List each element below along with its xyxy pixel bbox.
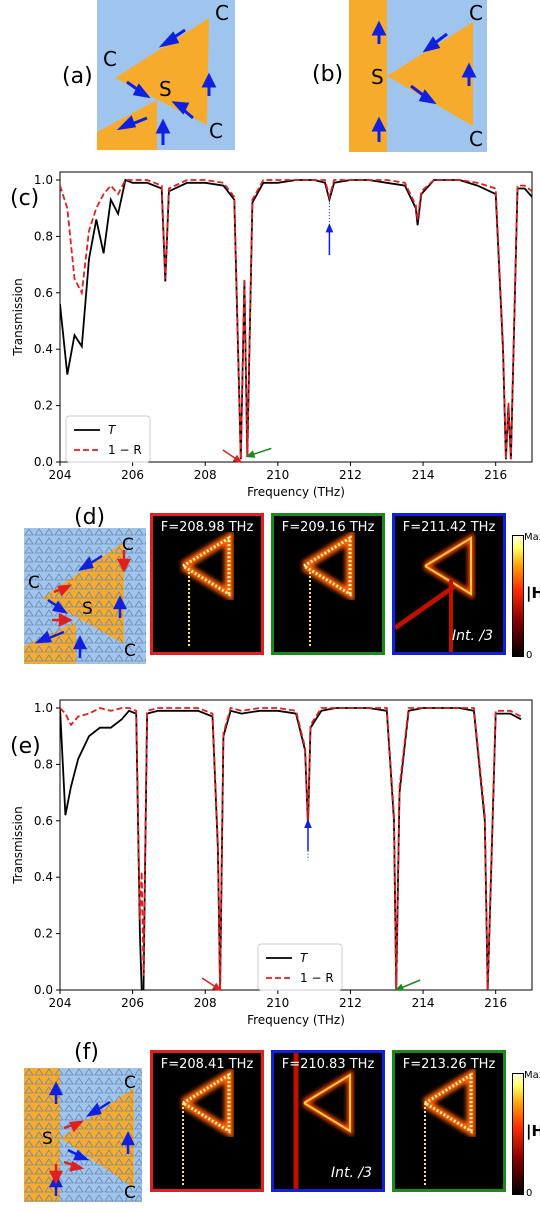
annotation-arrow (394, 979, 421, 991)
series-line-T (60, 178, 532, 460)
coupler-label-f1: C (124, 1073, 136, 1093)
y-axis-label: Transmission (11, 278, 25, 357)
y-tick-label: 0.0 (34, 455, 53, 469)
colorbar-f-quantity: |H (526, 1122, 540, 1140)
legend-label-one-minus-R: 1 − R (300, 971, 334, 985)
series-line-one-minus-R (60, 179, 532, 460)
field-map-f-1: F=208.41 THz (150, 1050, 264, 1192)
sensor-label-f: S (42, 1129, 53, 1149)
sensor-label-d: S (82, 599, 93, 619)
colorbar-f-max: Max (524, 1070, 540, 1081)
y-tick-label: 1.0 (34, 701, 53, 715)
x-tick-label: 212 (339, 468, 362, 482)
schematic-d: C C S C (24, 528, 146, 664)
field-intensity-shape (301, 529, 355, 648)
schematic-b: C S C (349, 0, 487, 152)
y-tick-label: 0.6 (34, 286, 53, 300)
schematic-a: C C S C (97, 0, 235, 150)
field-intensity-shape (180, 1066, 234, 1185)
plot-frame (59, 171, 533, 463)
colorbar-d-min: 0 (526, 650, 533, 661)
x-tick-label: 210 (266, 468, 289, 482)
intensity-scale-note: Int. /3 (451, 628, 493, 644)
sensor-label-b: S (371, 65, 384, 89)
field-map-frequency-label: F=209.16 THz (281, 520, 375, 535)
y-tick-label: 1.0 (34, 173, 53, 187)
coupler-label-d1: C (122, 535, 134, 555)
series-line-one-minus-R (60, 706, 522, 990)
sensor-label-a: S (159, 77, 172, 101)
legend-label-T: T (108, 423, 117, 437)
coupler-label-b1: C (469, 1, 483, 25)
y-tick-label: 0.8 (34, 229, 53, 243)
coupler-label-a3: C (209, 119, 223, 143)
x-tick-label: 214 (412, 996, 435, 1010)
coupler-label-f2: C (124, 1183, 136, 1202)
panel-label-e: (e) (10, 734, 41, 759)
coupler-label-a2: C (103, 47, 117, 71)
field-map-f-3: F=213.26 THz (392, 1050, 506, 1192)
transmission-chart-c: 204 206 208 210 212 214 216 0.0 0.2 0.4 0.6 0.8 1.0 F… (11, 171, 533, 499)
colorbar-d (512, 535, 524, 657)
colorbar-f-min: 0 (526, 1188, 533, 1199)
x-tick-label: 206 (121, 996, 144, 1010)
panel-label-a: (a) (62, 64, 93, 89)
y-tick-label: 0.4 (34, 870, 53, 884)
field-intensity-shape (180, 529, 234, 648)
transmission-chart-e: 204 206 208 210 212 214 216 0.0 0.2 0.4 0.6 0.8 1.0 F… (11, 699, 533, 1027)
x-tick-label: 216 (484, 996, 507, 1010)
legend-label-T: T (300, 951, 309, 965)
field-intensity-shape (422, 1066, 476, 1185)
annotation-arrow (304, 818, 312, 861)
y-tick-label: 0.4 (34, 342, 53, 356)
field-map-frequency-label: F=213.26 THz (402, 1057, 496, 1072)
x-tick-label: 204 (49, 468, 72, 482)
x-tick-label: 208 (194, 996, 217, 1010)
colorbar-f (512, 1073, 524, 1195)
coupler-label-b2: C (469, 127, 483, 151)
intensity-scale-note: Int. /3 (330, 1165, 372, 1181)
annotation-arrow (201, 977, 222, 992)
field-map-d-3: F=211.42 THz Int. /3 (392, 513, 506, 655)
x-tick-label: 214 (412, 468, 435, 482)
field-map-frequency-label: F=208.98 THz (160, 520, 254, 535)
x-axis-label: Frequency (THz) (247, 1013, 345, 1027)
x-tick-label: 206 (121, 468, 144, 482)
coupler-label-d2: C (28, 573, 40, 593)
legend-label-one-minus-R: 1 − R (108, 443, 142, 457)
panel-label-b: (b) (312, 62, 344, 87)
y-tick-label: 0.0 (34, 983, 53, 997)
panel-label-f: (f) (74, 1040, 99, 1065)
y-tick-label: 0.6 (34, 814, 53, 828)
y-tick-label: 0.2 (34, 399, 53, 413)
annotation-arrow (245, 447, 272, 458)
field-map-frequency-label: F=210.83 THz (281, 1057, 375, 1072)
coupler-label-d3: C (124, 641, 136, 661)
panel-label-c: (c) (10, 186, 40, 211)
y-tick-label: 0.2 (34, 927, 53, 941)
colorbar-d-max: Max (524, 532, 540, 543)
field-intensity-shape (395, 532, 474, 652)
x-axis-label: Frequency (THz) (247, 485, 345, 499)
field-map-frequency-label: F=211.42 THz (402, 520, 496, 535)
field-intensity-shape (293, 1053, 353, 1189)
x-tick-label: 210 (266, 996, 289, 1010)
x-tick-label: 216 (484, 468, 507, 482)
x-tick-label: 212 (339, 996, 362, 1010)
field-map-d-1: F=208.98 THz (150, 513, 264, 655)
panel-label-d: (d) (74, 505, 106, 530)
x-tick-label: 208 (194, 468, 217, 482)
y-axis-label: Transmission (11, 806, 25, 885)
field-map-f-2: F=210.83 THz Int. /3 (271, 1050, 385, 1192)
field-map-d-2: F=209.16 THz (271, 513, 385, 655)
field-map-frequency-label: F=208.41 THz (160, 1057, 254, 1072)
annotation-arrow (222, 449, 243, 464)
y-tick-label: 0.8 (34, 757, 53, 771)
annotation-arrow (325, 199, 334, 256)
colorbar-d-quantity: |H (526, 584, 540, 602)
schematic-f: C S C (24, 1068, 142, 1202)
x-tick-label: 204 (49, 996, 72, 1010)
coupler-label-a1: C (215, 1, 229, 25)
